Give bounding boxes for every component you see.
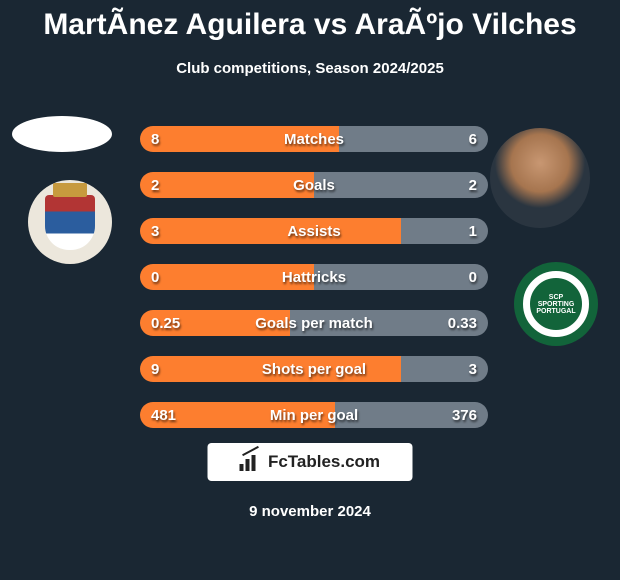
stat-right-value: 2 [398, 177, 488, 194]
date-text: 9 november 2024 [0, 503, 620, 520]
shield-icon [45, 195, 95, 250]
stat-right-value: 6 [398, 131, 488, 148]
brand-badge: FcTables.com [208, 443, 413, 481]
stat-row: 3Assists1 [140, 218, 488, 244]
stat-right-value: 376 [398, 407, 488, 424]
stat-left-value: 9 [140, 361, 230, 378]
stat-left-value: 8 [140, 131, 230, 148]
stat-right-value: 1 [398, 223, 488, 240]
stat-left-value: 0 [140, 269, 230, 286]
stat-label: Goals [230, 177, 398, 194]
stat-label: Goals per match [230, 315, 398, 332]
stat-label: Assists [230, 223, 398, 240]
player-right-avatar [490, 128, 590, 228]
stat-row: 0.25Goals per match0.33 [140, 310, 488, 336]
stat-left-value: 3 [140, 223, 230, 240]
stat-label: Min per goal [230, 407, 398, 424]
stat-right-value: 3 [398, 361, 488, 378]
stat-row: 9Shots per goal3 [140, 356, 488, 382]
stat-row: 2Goals2 [140, 172, 488, 198]
stat-right-value: 0 [398, 269, 488, 286]
brand-text: FcTables.com [268, 452, 380, 472]
stat-row: 8Matches6 [140, 126, 488, 152]
stat-label: Hattricks [230, 269, 398, 286]
club-left-logo [28, 180, 112, 264]
page-title: MartÃ­nez Aguilera vs AraÃºjo Vilches [0, 0, 620, 42]
stat-row: 481Min per goal376 [140, 402, 488, 428]
stats-list: 8Matches62Goals23Assists10Hattricks00.25… [140, 126, 488, 448]
subtitle: Club competitions, Season 2024/2025 [0, 60, 620, 77]
stat-label: Shots per goal [230, 361, 398, 378]
club-right-ring-text: SCP SPORTING PORTUGAL [523, 271, 589, 337]
stat-left-value: 2 [140, 177, 230, 194]
stat-label: Matches [230, 131, 398, 148]
club-right-logo: SCP SPORTING PORTUGAL [514, 262, 598, 346]
stat-right-value: 0.33 [398, 315, 488, 332]
stat-left-value: 0.25 [140, 315, 230, 332]
stat-left-value: 481 [140, 407, 230, 424]
player-left-avatar [12, 116, 112, 152]
stat-row: 0Hattricks0 [140, 264, 488, 290]
chart-icon [240, 453, 262, 471]
